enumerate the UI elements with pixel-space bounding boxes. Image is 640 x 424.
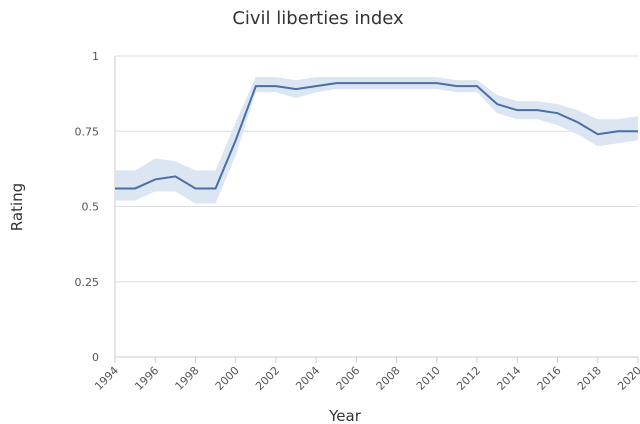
confidence-band [115,77,638,204]
y-tick-label: 1 [92,50,99,63]
x-tick-label: 1998 [173,364,202,393]
x-tick-label: 2000 [213,364,242,393]
x-tick-label: 2018 [575,364,604,393]
x-tick-label: 2010 [414,364,443,393]
x-tick-label: 2008 [374,364,403,393]
x-tick-label: 2002 [253,364,282,393]
y-tick-label: 0.25 [75,276,100,289]
y-axis-label: Rating [8,183,26,231]
y-tick-label: 0 [92,351,99,364]
x-tick-label: 1994 [92,364,121,393]
x-tick-label: 2006 [334,364,363,393]
x-tick-label: 2016 [535,364,564,393]
x-tick-label: 2004 [293,364,322,393]
x-tick-label: 2014 [494,364,523,393]
y-tick-label: 0.5 [82,201,100,214]
x-tick-label: 2012 [454,364,483,393]
x-tick-label: 1996 [132,364,161,393]
x-axis-label: Year [328,407,362,424]
chart-title: Civil liberties index [232,8,404,29]
series-line [115,82,638,190]
x-tick-label: 2020 [615,364,640,393]
y-tick-label: 0.75 [75,125,100,138]
